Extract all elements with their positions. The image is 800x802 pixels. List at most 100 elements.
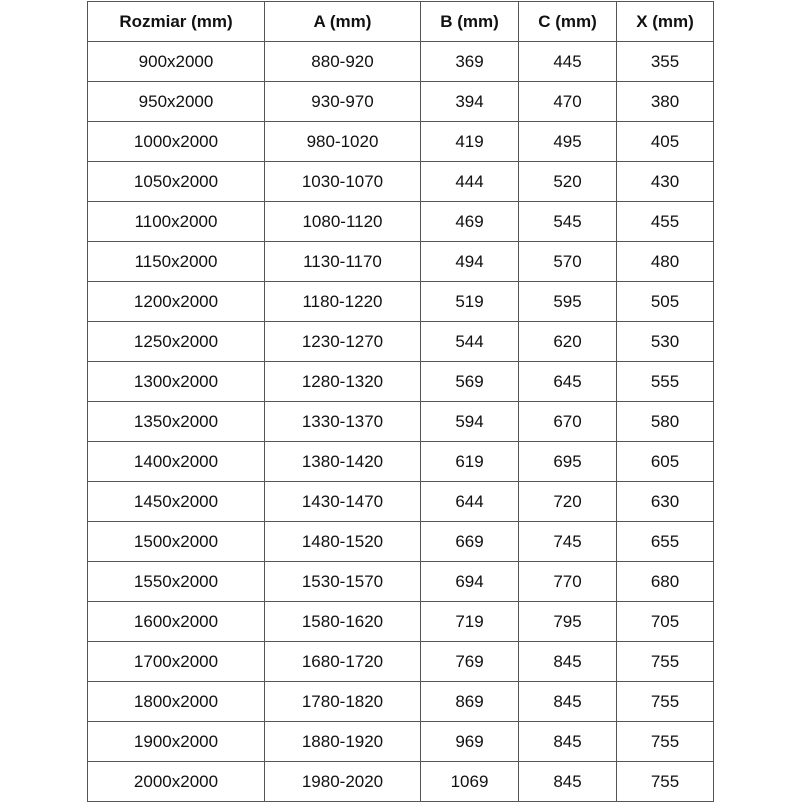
table-row: 2000x2000 1980-2020 1069 845 755	[87, 761, 714, 802]
cell-b: 394	[420, 81, 519, 122]
table-row: 1300x2000 1280-1320 569 645 555	[87, 361, 714, 402]
cell-rozmiar: 1550x2000	[87, 561, 265, 602]
cell-b: 869	[420, 681, 519, 722]
cell-c: 845	[518, 641, 617, 682]
cell-rozmiar: 1450x2000	[87, 481, 265, 522]
table-row: 1250x2000 1230-1270 544 620 530	[87, 321, 714, 362]
table-row: 1700x2000 1680-1720 769 845 755	[87, 641, 714, 682]
cell-x: 755	[616, 641, 714, 682]
table-row: 1900x2000 1880-1920 969 845 755	[87, 721, 714, 762]
cell-rozmiar: 1050x2000	[87, 161, 265, 202]
cell-rozmiar: 900x2000	[87, 41, 265, 82]
header-a: A (mm)	[264, 1, 421, 42]
cell-a: 1180-1220	[264, 281, 421, 322]
cell-a: 1880-1920	[264, 721, 421, 762]
table-row: 900x2000 880-920 369 445 355	[87, 41, 714, 82]
cell-b: 594	[420, 401, 519, 442]
cell-c: 845	[518, 721, 617, 762]
cell-a: 1430-1470	[264, 481, 421, 522]
cell-a: 930-970	[264, 81, 421, 122]
cell-x: 430	[616, 161, 714, 202]
cell-x: 555	[616, 361, 714, 402]
cell-c: 795	[518, 601, 617, 642]
cell-b: 619	[420, 441, 519, 482]
cell-b: 669	[420, 521, 519, 562]
cell-b: 644	[420, 481, 519, 522]
header-b: B (mm)	[420, 1, 519, 42]
cell-rozmiar: 1300x2000	[87, 361, 265, 402]
cell-x: 505	[616, 281, 714, 322]
cell-x: 680	[616, 561, 714, 602]
table-row: 1500x2000 1480-1520 669 745 655	[87, 521, 714, 562]
cell-x: 530	[616, 321, 714, 362]
cell-c: 670	[518, 401, 617, 442]
cell-c: 445	[518, 41, 617, 82]
table-row: 1400x2000 1380-1420 619 695 605	[87, 441, 714, 482]
cell-x: 355	[616, 41, 714, 82]
table-row: 950x2000 930-970 394 470 380	[87, 81, 714, 122]
cell-b: 444	[420, 161, 519, 202]
cell-rozmiar: 2000x2000	[87, 761, 265, 802]
cell-rozmiar: 1400x2000	[87, 441, 265, 482]
cell-x: 455	[616, 201, 714, 242]
cell-b: 519	[420, 281, 519, 322]
cell-x: 605	[616, 441, 714, 482]
cell-a: 1380-1420	[264, 441, 421, 482]
cell-rozmiar: 950x2000	[87, 81, 265, 122]
cell-x: 755	[616, 721, 714, 762]
cell-rozmiar: 1200x2000	[87, 281, 265, 322]
cell-rozmiar: 1500x2000	[87, 521, 265, 562]
table-row: 1050x2000 1030-1070 444 520 430	[87, 161, 714, 202]
cell-x: 755	[616, 681, 714, 722]
cell-rozmiar: 1150x2000	[87, 241, 265, 282]
cell-c: 495	[518, 121, 617, 162]
cell-b: 419	[420, 121, 519, 162]
cell-a: 1680-1720	[264, 641, 421, 682]
cell-c: 695	[518, 441, 617, 482]
cell-x: 480	[616, 241, 714, 282]
cell-rozmiar: 1100x2000	[87, 201, 265, 242]
dimensions-table: Rozmiar (mm) A (mm) B (mm) C (mm) X (mm)…	[87, 1, 714, 802]
cell-c: 520	[518, 161, 617, 202]
cell-b: 469	[420, 201, 519, 242]
cell-a: 1580-1620	[264, 601, 421, 642]
cell-c: 645	[518, 361, 617, 402]
header-rozmiar: Rozmiar (mm)	[87, 1, 265, 42]
table-row: 1800x2000 1780-1820 869 845 755	[87, 681, 714, 722]
cell-b: 1069	[420, 761, 519, 802]
cell-x: 380	[616, 81, 714, 122]
cell-b: 769	[420, 641, 519, 682]
cell-c: 770	[518, 561, 617, 602]
table-row: 1350x2000 1330-1370 594 670 580	[87, 401, 714, 442]
cell-rozmiar: 1800x2000	[87, 681, 265, 722]
cell-c: 745	[518, 521, 617, 562]
cell-b: 694	[420, 561, 519, 602]
cell-b: 369	[420, 41, 519, 82]
cell-c: 720	[518, 481, 617, 522]
cell-x: 655	[616, 521, 714, 562]
table-row: 1100x2000 1080-1120 469 545 455	[87, 201, 714, 242]
cell-c: 620	[518, 321, 617, 362]
cell-rozmiar: 1250x2000	[87, 321, 265, 362]
cell-c: 845	[518, 681, 617, 722]
header-row: Rozmiar (mm) A (mm) B (mm) C (mm) X (mm)	[87, 1, 714, 42]
table-row: 1600x2000 1580-1620 719 795 705	[87, 601, 714, 642]
cell-c: 545	[518, 201, 617, 242]
cell-rozmiar: 1900x2000	[87, 721, 265, 762]
cell-b: 569	[420, 361, 519, 402]
cell-rozmiar: 1000x2000	[87, 121, 265, 162]
cell-x: 630	[616, 481, 714, 522]
table-row: 1200x2000 1180-1220 519 595 505	[87, 281, 714, 322]
cell-c: 845	[518, 761, 617, 802]
cell-c: 470	[518, 81, 617, 122]
cell-c: 595	[518, 281, 617, 322]
cell-rozmiar: 1700x2000	[87, 641, 265, 682]
cell-a: 1130-1170	[264, 241, 421, 282]
cell-a: 1480-1520	[264, 521, 421, 562]
cell-rozmiar: 1600x2000	[87, 601, 265, 642]
table-row: 1150x2000 1130-1170 494 570 480	[87, 241, 714, 282]
table-body: 900x2000 880-920 369 445 355 950x2000 930-970 3…	[87, 41, 714, 802]
cell-a: 1030-1070	[264, 161, 421, 202]
cell-a: 1230-1270	[264, 321, 421, 362]
cell-b: 719	[420, 601, 519, 642]
